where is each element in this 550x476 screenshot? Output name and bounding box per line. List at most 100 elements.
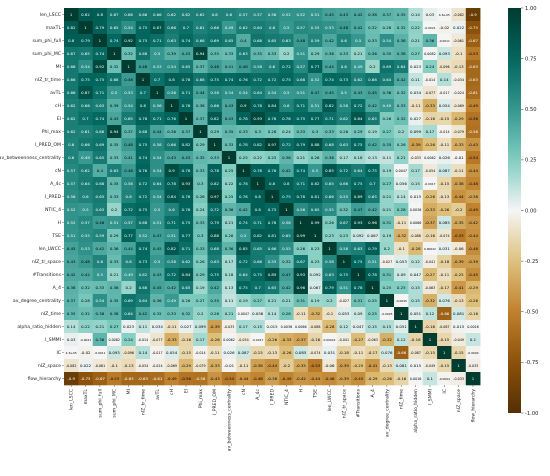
heatmap-cell [164,164,180,178]
cell-value: 0.72 [282,142,291,147]
heatmap-cell [236,60,251,74]
heatmap-cell [351,281,366,295]
heatmap-cell [322,190,337,204]
cell-value: 0.17 [196,337,205,342]
heatmap-cell [422,138,438,152]
heatmap-cell [121,281,137,295]
cell-value: 0.78 [139,116,148,121]
heatmap-cell [121,60,137,74]
heatmap-cell [207,203,223,217]
heatmap-cell [408,21,424,35]
heatmap-cell [394,372,409,386]
cell-value: 0.13 [225,285,234,290]
row-label: MI [56,64,61,70]
cell-value: 0.36 [426,38,435,43]
cell-value: 0.64 [81,181,90,186]
cell-value: -0.15 [439,337,450,342]
heatmap-cell [322,34,337,48]
cell-value: 1 [127,64,130,69]
cell-value: 0.62 [339,116,348,121]
cell-value: 0.35 [383,51,392,56]
heatmap-cell [150,86,165,100]
cell-value: 0.68 [196,77,205,82]
cell-value: 0.49 [383,103,392,108]
cell-value: 0.33 [239,129,248,134]
heatmap-cell [422,203,438,217]
cell-value: 0.26 [296,246,305,251]
cell-value: 0.32 [110,64,119,69]
heatmap-cell [293,177,309,191]
heatmap-cell [207,333,223,347]
cell-value: 0.35 [253,51,262,56]
cell-value: 0.32 [397,25,406,30]
heatmap-cell [365,21,380,35]
cell-value: 0.092 [310,272,322,277]
heatmap-cell [451,177,467,191]
heatmap-cell [150,372,165,386]
cell-value: -0.18 [439,259,450,264]
cell-value: 0.73 [339,77,348,82]
cell-value: 0.15 [383,324,392,329]
heatmap-cell [394,229,409,243]
cell-value: 0.71 [296,181,305,186]
cell-value: 0.76 [139,168,148,173]
cell-value: 0.17 [411,168,420,173]
heatmap-cell [164,216,180,230]
cell-value: 0.85 [239,246,248,251]
heatmap-cell [408,255,424,269]
cell-value: 0.17 [339,155,348,160]
heatmap-cell [250,307,266,321]
cell-value: 0.77 [182,233,191,238]
cell-value: 0.41 [124,155,133,160]
cell-value: 0.2 [111,207,118,212]
heatmap-cell [307,307,323,321]
heatmap-cell [150,281,165,295]
heatmap-cell [394,99,409,113]
column-label: flow_hierarchy [470,389,476,423]
cell-value: 0.84 [268,103,277,108]
heatmap-cell [150,21,165,35]
heatmap-cell [351,190,366,204]
heatmap-cell [250,203,266,217]
cell-value: 0.0036 [410,208,422,212]
heatmap-cell [121,268,137,282]
cell-value: 0.8 [269,181,276,186]
colorbar-tick-label: 0.25 [525,158,537,164]
cell-value: -0.033 [468,364,479,368]
cell-value: 0.51 [153,220,162,225]
heatmap-cell [465,229,481,243]
heatmap-cell [264,164,280,178]
cell-value: 0.067 [367,233,379,238]
cell-value: -0.027 [338,299,349,303]
cell-value: 0.75 [354,142,363,147]
cell-value: 0.42 [210,285,219,290]
heatmap-cell [336,190,352,204]
heatmap-cell [121,47,137,61]
cell-value: 0.43 [182,155,191,160]
heatmap-cell [322,307,337,321]
heatmap-cell [236,333,251,347]
cell-value: 1 [457,363,460,368]
heatmap-cell [322,99,337,113]
heatmap-cell [107,177,122,191]
cell-value: 0.88 [210,233,219,238]
column-label: sum_phi_MC [112,389,118,418]
heatmap-cell [465,73,481,87]
cell-value: -0.46 [324,376,335,381]
cell-value: 0.027 [410,116,422,121]
cell-value: 0.65 [81,51,90,56]
cell-value: 0.71 [182,246,191,251]
heatmap-cell [422,34,438,48]
heatmap-cell [422,190,438,204]
cell-value: 0.14 [67,324,76,329]
cell-value: 0.74 [139,155,148,160]
cell-value: -0.034 [138,364,149,368]
cell-value: 0.75 [282,77,291,82]
heatmap-cell [365,294,380,308]
cell-value: 0.58 [210,90,219,95]
heatmap-cell [121,99,137,113]
cell-value: 0.74 [239,220,248,225]
heatmap-cell [164,177,180,191]
heatmap-cell [365,151,380,165]
heatmap-cell [465,125,481,139]
